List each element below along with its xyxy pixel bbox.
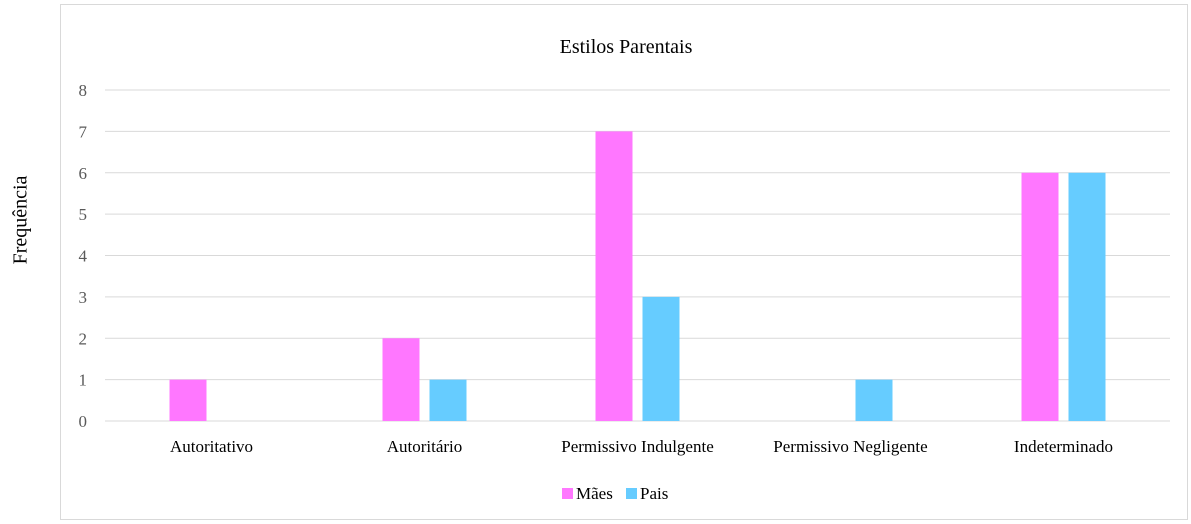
legend-label: Pais: [640, 484, 668, 503]
x-tick-label: Autoritário: [387, 437, 463, 456]
y-tick-label: 5: [79, 205, 88, 224]
bar-pais-3: [855, 379, 893, 421]
y-tick-label: 2: [79, 329, 88, 348]
bar-m-es-2: [595, 131, 633, 421]
x-tick-label: Autoritativo: [170, 437, 253, 456]
x-tick-label: Permissivo Negligente: [773, 437, 927, 456]
x-axis-ticks: Autoritativo Autoritário Permissivo Indulg…: [170, 437, 1113, 456]
legend-label: Mães: [576, 484, 613, 503]
legend-swatch-m-es: [562, 488, 573, 499]
bar-m-es-4: [1021, 172, 1059, 421]
y-tick-label: 1: [79, 371, 88, 390]
y-tick-label: 8: [79, 81, 88, 100]
legend: Mães Pais: [562, 484, 668, 503]
y-tick-label: 3: [79, 288, 88, 307]
y-tick-label: 6: [79, 164, 88, 183]
bar-pais-4: [1068, 172, 1106, 421]
gridlines: [105, 89, 1170, 422]
bars: [169, 131, 1106, 421]
x-tick-label: Permissivo Indulgente: [561, 437, 714, 456]
y-tick-label: 0: [79, 412, 88, 431]
legend-swatch-pais: [626, 488, 637, 499]
y-axis-ticks: 0 1 2 3 4 5 6 7 8: [79, 81, 88, 431]
y-tick-label: 7: [79, 122, 88, 141]
x-tick-label: Indeterminado: [1014, 437, 1113, 456]
bar-pais-1: [429, 379, 467, 421]
bar-pais-2: [642, 296, 680, 421]
chart-title: Estilos Parentais: [560, 36, 693, 58]
bar-m-es-0: [169, 379, 207, 421]
chart-area: [60, 4, 1188, 520]
y-tick-label: 4: [79, 247, 88, 266]
bar-m-es-1: [382, 338, 420, 421]
